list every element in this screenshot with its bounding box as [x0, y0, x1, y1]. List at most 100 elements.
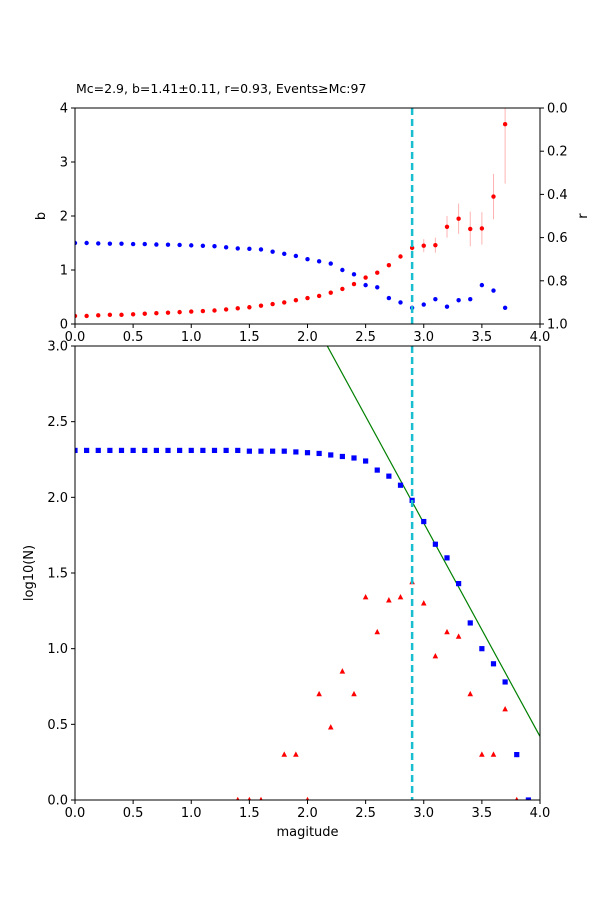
data-point — [433, 242, 438, 248]
data-point — [247, 305, 252, 310]
series-1 — [75, 240, 508, 310]
data-point — [118, 447, 125, 454]
data-point — [398, 300, 403, 305]
y2-axis: 0.0 0.2 0.4 0.6 0.8 1.0 r — [540, 102, 591, 333]
data-point — [305, 796, 310, 800]
data-point — [479, 282, 485, 288]
y2-tick-label: 0.8 — [547, 274, 568, 289]
x-tick-label: 3.5 — [472, 330, 493, 345]
series-1 — [236, 578, 519, 800]
y2-tick-label: 0.2 — [547, 145, 568, 160]
data-point — [351, 272, 357, 277]
data-point — [130, 447, 136, 454]
y2-tick-label: 0.0 — [547, 102, 568, 117]
data-point — [96, 313, 101, 318]
data-point — [189, 243, 194, 248]
y-axis: 0.0 0.5 1.0 1.5 2.0 2.5 3.0 — [47, 340, 75, 809]
data-point — [456, 580, 462, 587]
data-point — [468, 296, 473, 302]
bottom-panel: 0.0 0.5 1.0 1.5 2.0 2.5 3.0 3.5 4.0 0.0 0.5 1.0 1.5 2… — [22, 340, 551, 841]
data-point — [293, 751, 299, 757]
data-point — [96, 241, 101, 246]
data-point — [281, 448, 287, 454]
data-point — [235, 306, 240, 311]
data-point — [84, 447, 90, 454]
data-point — [514, 752, 520, 758]
data-point — [107, 312, 113, 318]
y-axis-label: b — [34, 212, 49, 220]
top-panel: Mc=2.9, b=1.41±0.11, r=0.93, Events≥Mc:9… — [34, 81, 591, 346]
data-point — [479, 751, 485, 757]
data-point — [258, 448, 264, 454]
data-point — [316, 259, 322, 264]
data-point — [84, 240, 89, 246]
data-point — [223, 245, 229, 250]
data-point — [305, 257, 310, 262]
data-point — [305, 295, 310, 301]
data-point — [188, 447, 194, 454]
x-tick-label: 1.5 — [239, 806, 260, 821]
data-point — [270, 448, 276, 454]
data-point — [154, 311, 159, 316]
y-tick-label: 3 — [60, 156, 68, 171]
x-tick-label: 3.5 — [472, 806, 493, 821]
series-0 — [75, 108, 508, 319]
data-point — [165, 447, 171, 454]
y-tick-label: 1.5 — [47, 567, 68, 582]
data-point — [246, 448, 252, 454]
y2-axis-label: r — [576, 213, 591, 219]
data-point — [258, 303, 264, 308]
data-point — [444, 555, 450, 561]
y-tick-label: 0.5 — [47, 718, 68, 733]
x-tick-label: 0.5 — [123, 806, 144, 821]
data-point — [328, 290, 333, 295]
plot-frame — [74, 345, 541, 801]
x-tick-label: 2.0 — [297, 330, 318, 345]
data-point — [259, 796, 263, 800]
data-point — [165, 242, 171, 247]
x-tick-label: 1.0 — [181, 806, 202, 821]
data-point — [397, 482, 404, 488]
x-tick-label: 4.0 — [530, 330, 551, 345]
data-point — [363, 282, 368, 288]
y-axis: 0 1 2 3 4 — [60, 102, 75, 333]
data-point — [525, 797, 531, 800]
x-tick-label: 2.5 — [355, 330, 376, 345]
y-tick-label: 1 — [60, 264, 68, 279]
data-point — [444, 304, 450, 309]
data-point — [247, 796, 252, 800]
data-point — [374, 467, 380, 473]
data-point — [95, 447, 101, 454]
y2-tick-label: 0.6 — [547, 231, 568, 246]
data-point — [177, 309, 182, 315]
data-point — [490, 661, 497, 667]
y2-tick-label: 1.0 — [547, 318, 568, 333]
data-point — [165, 310, 171, 315]
x-tick-label: 4.0 — [530, 806, 551, 821]
data-point — [282, 251, 287, 256]
data-point — [502, 706, 508, 712]
data-point — [490, 751, 497, 757]
x-axis: 0.0 0.5 1.0 1.5 2.0 2.5 3.0 3.5 4.0 — [65, 324, 551, 345]
x-axis-label: magitude — [276, 825, 338, 840]
data-point — [258, 247, 264, 252]
data-point — [432, 653, 439, 659]
data-point — [502, 122, 508, 127]
data-point — [456, 298, 461, 303]
x-tick-label: 1.5 — [239, 330, 260, 345]
data-point — [119, 241, 124, 246]
data-point — [107, 447, 113, 454]
data-point — [200, 447, 206, 454]
data-point — [479, 226, 485, 231]
data-point — [270, 249, 275, 254]
plot-marks — [75, 346, 540, 800]
data-point — [444, 628, 450, 635]
data-point — [491, 288, 496, 293]
data-point — [236, 796, 240, 800]
data-point — [282, 300, 287, 305]
bottom-plot-area: 0.0 0.5 1.0 1.5 2.0 2.5 3.0 3.5 4.0 0.0 0.5 1.0 1.5 2… — [22, 340, 551, 841]
series-0 — [75, 447, 531, 800]
y-axis-label: log10(N) — [22, 545, 37, 601]
